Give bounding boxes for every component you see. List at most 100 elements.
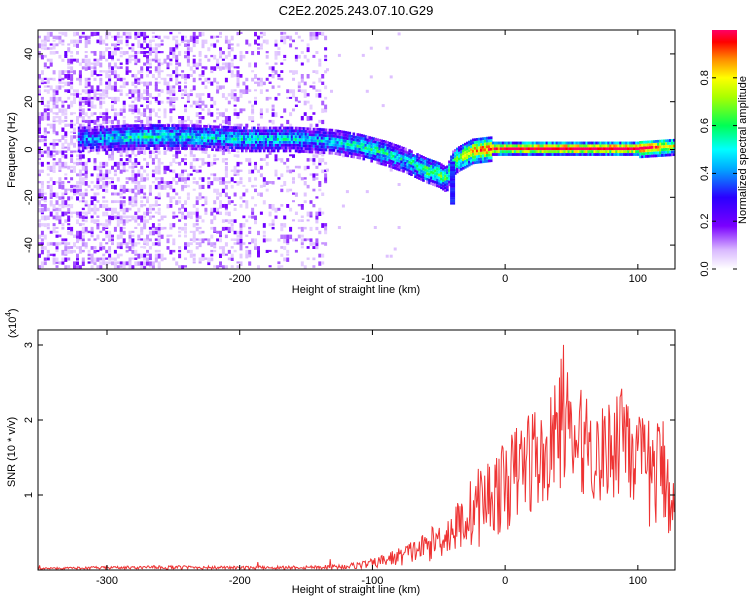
heatmap-ridge-cell [340, 139, 344, 142]
heatmap-noise-cell [154, 253, 158, 258]
heatmap-noise-cell [318, 207, 322, 212]
heatmap-noise-cell [309, 158, 313, 162]
heatmap-ridge-cell [316, 142, 320, 146]
heatmap-noise-cell [157, 234, 161, 238]
heatmap-ridge-cell [193, 127, 196, 131]
heatmap-ridge-cell [251, 135, 254, 138]
heatmap-ridge-cell [448, 177, 451, 181]
heatmap-ridge-cell [479, 151, 483, 155]
heatmap-noise-cell [113, 161, 117, 167]
heatmap-ridge-cell [430, 170, 433, 174]
heatmap-ridge-cell [87, 129, 91, 132]
heatmap-noise-cell [189, 249, 193, 254]
heatmap-ridge-cell [219, 145, 222, 149]
heatmap-noise-cell [55, 85, 59, 91]
heatmap-ridge-cell [85, 137, 89, 141]
heatmap-ridge-cell [336, 152, 340, 156]
heatmap-ridge-cell [332, 143, 336, 147]
heatmap-noise-cell [84, 246, 88, 249]
heatmap-noise-cell [178, 74, 182, 77]
heatmap-ridge-cell [390, 151, 393, 154]
heatmap-ridge-cell [342, 139, 346, 143]
heatmap-ridge-cell [402, 158, 405, 162]
heatmap-noise-cell [81, 123, 85, 128]
heatmap-ridge-cell [466, 147, 469, 151]
heatmap-ridge-cell [400, 169, 403, 172]
heatmap-ridge-cell [442, 182, 445, 185]
heatmap-ridge-cell [147, 132, 151, 136]
heatmap-noise-cell [151, 230, 155, 236]
heatmap-noise-cell [73, 39, 76, 44]
heatmap-noise-cell [178, 200, 182, 204]
heatmap-ridge-cell [181, 132, 184, 136]
heatmap-noise-cell [166, 85, 170, 91]
heatmap-ridge-cell [87, 143, 91, 147]
heatmap-noise-cell [111, 154, 114, 160]
heatmap-ridge-cell [513, 147, 517, 151]
heatmap-noise-cell [125, 150, 129, 155]
heatmap-noise-cell [58, 85, 62, 90]
heatmap-ridge-cell [89, 131, 93, 135]
heatmap-ridge-cell [217, 145, 220, 149]
heatmap-noise-cell [158, 269, 161, 273]
heatmap-noise-cell [119, 246, 123, 250]
heatmap-noise-cell [143, 204, 147, 207]
heatmap-noise-cell [154, 184, 158, 190]
heatmap-ridge-cell [151, 124, 155, 127]
heatmap-noise-cell [321, 108, 325, 113]
heatmap-noise-cell [257, 81, 260, 87]
heatmap-ridge-cell [167, 147, 170, 150]
heatmap-noise-cell [108, 223, 112, 226]
heatmap-ridge-cell [470, 159, 473, 163]
heatmap-ridge-cell [368, 136, 371, 139]
heatmap-ridge-cell [479, 160, 483, 164]
heatmap-ridge-cell [91, 134, 95, 138]
heatmap-noise-cell [181, 173, 185, 177]
heatmap-ridge-cell [663, 153, 666, 157]
heatmap-noise-cell [49, 165, 53, 171]
heatmap-ridge-cell [159, 132, 162, 136]
heatmap-ridge-cell [328, 128, 332, 132]
heatmap-ridge-cell [259, 149, 262, 153]
heatmap-noise-cell [125, 154, 129, 157]
heatmap-ridge-cell [390, 142, 393, 146]
heatmap-ridge-cell [123, 141, 127, 145]
heatmap-ridge-cell [235, 137, 238, 141]
heatmap-noise-cell [239, 181, 243, 185]
heatmap-noise-cell [70, 119, 74, 123]
heatmap-ridge-cell [306, 130, 310, 134]
heatmap-ridge-cell [521, 141, 525, 145]
heatmap-ridge-cell [412, 171, 415, 175]
heatmap-noise-cell [239, 108, 243, 114]
heatmap-noise-cell [213, 265, 217, 268]
heatmap-noise-cell [289, 35, 293, 41]
heatmap-ridge-cell [181, 124, 184, 127]
heatmap-ridge-cell [292, 140, 296, 144]
heatmap-noise-cell [111, 54, 114, 60]
heatmap-ridge-cell [276, 140, 280, 144]
heatmap-noise-cell [116, 77, 120, 81]
heatmap-ridge-cell [402, 169, 405, 173]
heatmap-noise-cell [178, 161, 182, 166]
heatmap-noise-cell [70, 269, 73, 274]
heatmap-noise-cell [81, 104, 85, 107]
heatmap-noise-cell [131, 150, 135, 155]
heatmap-noise-cell [55, 89, 59, 94]
heatmap-noise-cell [93, 238, 97, 241]
heatmap-noise-cell [365, 89, 369, 93]
heatmap-ridge-cell [533, 141, 537, 145]
heatmap-ridge-cell [418, 162, 421, 166]
heatmap-ridge-cell [320, 136, 324, 140]
heatmap-ridge-cell [593, 150, 596, 153]
heatmap-ridge-cell [643, 140, 646, 144]
heatmap-noise-cell [102, 54, 106, 59]
heatmap-ridge-cell [163, 141, 166, 145]
heatmap-noise-cell [321, 192, 325, 196]
heatmap-noise-cell [148, 93, 152, 98]
heatmap-noise-cell [151, 39, 155, 42]
heatmap-ridge-cell [475, 143, 479, 147]
heatmap-ridge-cell [179, 135, 182, 139]
heatmap-ridge-cell [107, 128, 111, 131]
heatmap-noise-cell [90, 112, 94, 117]
heatmap-noise-cell [294, 58, 298, 62]
